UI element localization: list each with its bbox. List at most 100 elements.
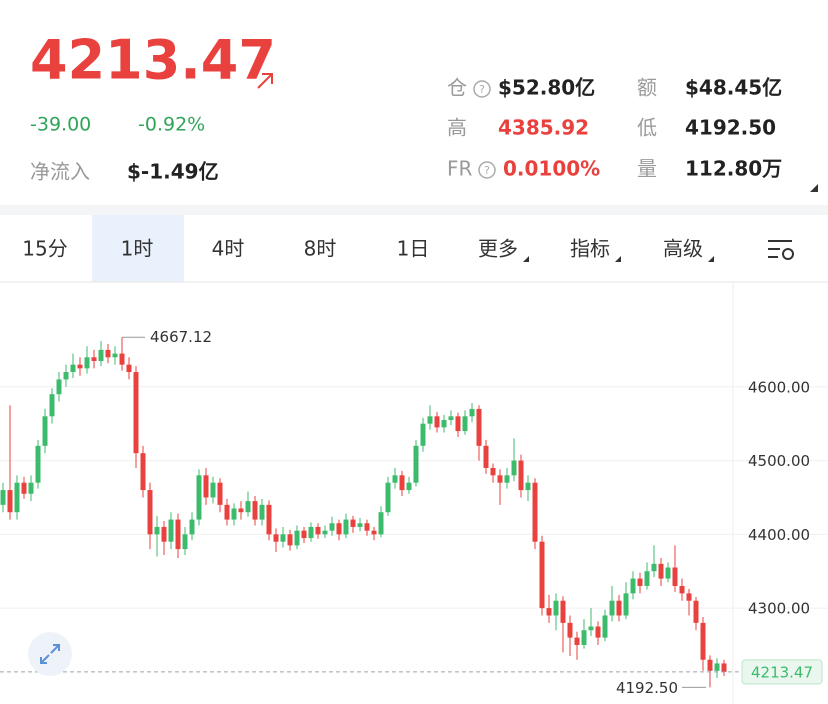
candle-body [245,501,251,513]
y-tick-label: 4300.00 [748,600,810,618]
candle-body [602,615,608,638]
candle-body [546,608,552,616]
tab[interactable]: 4时 [212,237,245,261]
candle-body [91,357,97,361]
candle-body [427,416,433,424]
tab[interactable]: 1时 [121,237,154,261]
candle-body [483,445,489,468]
candle-body [350,519,356,527]
candle-body [266,504,272,535]
candle-body [511,460,517,476]
stat-label: 低 [637,116,657,140]
candle-body [672,567,678,586]
candle-body [413,445,419,483]
candle-body [539,541,545,609]
candle-body [595,626,601,638]
stat-label: 额 [637,76,657,100]
candle-body [77,364,83,369]
candle-body [70,364,76,373]
candle-body [119,353,125,365]
candle-body [637,578,643,586]
y-tick-label: 4500.00 [748,452,810,470]
candle-body [616,600,622,616]
candle-body [441,419,447,428]
candle-body [49,394,55,417]
candle-body [490,467,496,476]
help-icon[interactable]: ? [478,161,496,179]
candle-body [147,490,153,535]
tab[interactable]: 指标 [570,237,610,261]
candle-body [224,504,230,520]
candle-body [665,567,671,579]
candle-body [679,585,685,594]
expand-corner[interactable] [810,184,818,192]
candle-body [399,475,405,491]
net-inflow-label: 净流入 [30,160,90,184]
candle-body [721,663,727,672]
candle-body [105,349,111,358]
candle-body [686,593,692,601]
last-price: 4213.47 [30,29,276,92]
svg-text:?: ? [484,164,490,177]
candle-body [287,534,293,546]
settings-icon[interactable] [768,240,794,260]
chart: 4300.00 4400.00 4500.00 4600.00 4667.12 4192.… [0,328,828,697]
candle-body [301,530,307,539]
stat-value: 112.80万 [685,157,782,181]
dropdown-triangle [615,256,621,262]
fullscreen-button[interactable] [28,632,72,676]
candle-body [231,508,237,520]
candle-body [476,408,482,446]
dropdown-triangle [708,256,714,262]
candle-body [175,519,181,550]
candle-body [84,357,90,369]
candle-body [448,416,454,420]
candle-body [385,482,391,513]
candle-body [469,408,475,417]
candle-body [308,526,314,539]
tab[interactable]: 高级 [663,237,703,261]
candle-body [126,364,132,373]
tab[interactable]: 8时 [304,237,337,261]
last-price-box [741,659,823,685]
candle-body [217,482,223,505]
tab-bar: 15分 1时 4时 8时 1日 更多 指标 高级 [22,237,714,262]
candle-body [273,534,279,542]
stat-value: $48.45亿 [685,76,782,100]
candle-body [714,663,720,671]
stat-label: 量 [637,157,657,181]
tab[interactable]: 1日 [397,237,430,261]
candle-body [42,416,48,446]
candle-body [364,523,370,531]
candle-body [504,475,510,483]
candle-body [644,571,650,586]
candle-body [336,523,342,535]
tab-selected-bg [92,215,184,282]
candle-body [525,482,531,491]
divider [0,205,828,215]
last-price-label: 4213.47 [751,663,813,681]
candle-body [28,482,34,494]
candle-body [581,630,587,645]
min-label: 4192.50 [616,679,678,697]
candle-body [518,460,524,491]
candle-body [98,349,104,361]
candle-body [329,523,335,531]
help-icon[interactable]: ? [473,80,491,98]
candle-body [56,379,62,395]
tab[interactable]: 15分 [22,237,67,261]
stat-value: 4192.50 [685,116,776,140]
candle-body [238,508,244,513]
trend-arrow [257,73,273,89]
candle-body [357,523,363,527]
tab[interactable]: 更多 [478,237,518,261]
svg-text:?: ? [479,83,485,96]
candle-body [420,423,426,446]
candle-body [322,530,328,535]
candle-body [21,482,27,494]
candle-body [294,530,300,546]
candle-body [693,600,699,623]
stat-value: 4385.92 [498,116,589,140]
candle-body [455,416,461,432]
